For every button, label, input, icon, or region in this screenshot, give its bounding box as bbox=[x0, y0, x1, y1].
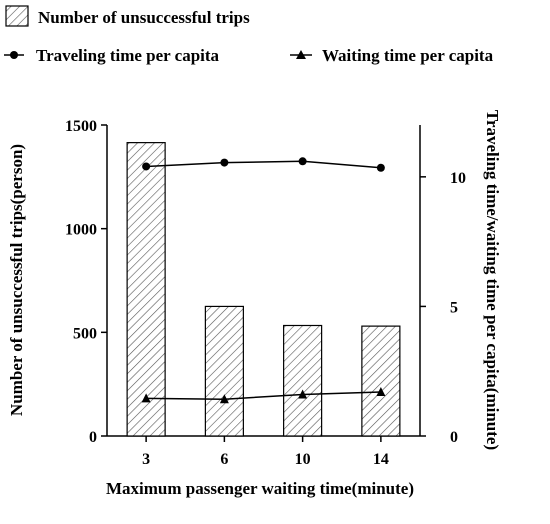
legend-marker-triangle bbox=[296, 50, 306, 59]
left-tick-label: 0 bbox=[89, 429, 97, 446]
bar bbox=[283, 324, 323, 437]
traveling-time-point bbox=[298, 157, 307, 166]
legend-swatch-bar bbox=[5, 5, 29, 27]
x-axis-ticks: 3 6 10 14 bbox=[142, 436, 389, 468]
legend-label-bar: Number of unsuccessful trips bbox=[38, 8, 250, 27]
waiting-time-line bbox=[146, 391, 381, 400]
traveling-time-point bbox=[142, 162, 151, 171]
waiting-time-point bbox=[219, 394, 229, 404]
legend-label-waiting: Waiting time per capita bbox=[322, 46, 494, 65]
right-axis-ticks: 0 5 10 bbox=[420, 170, 466, 446]
x-axis-title: Maximum passenger waiting time(minute) bbox=[106, 479, 414, 498]
x-tick-label: 3 bbox=[142, 451, 150, 468]
legend-label-traveling: Traveling time per capita bbox=[36, 46, 220, 65]
traveling-time-line bbox=[146, 160, 381, 169]
left-tick-label: 1000 bbox=[65, 222, 97, 239]
waiting-time-point bbox=[376, 386, 386, 396]
right-axis-title: Traveling time/waiting time per capita(m… bbox=[483, 110, 502, 450]
left-tick-label: 500 bbox=[73, 325, 97, 342]
bar-series bbox=[126, 142, 401, 437]
line-series bbox=[141, 157, 386, 404]
left-axis-ticks: 0 500 1000 1500 bbox=[65, 118, 107, 446]
legend: Number of unsuccessful trips Traveling t… bbox=[4, 5, 494, 65]
bar bbox=[204, 305, 244, 437]
waiting-time-point bbox=[298, 389, 308, 399]
waiting-time-point bbox=[141, 393, 151, 403]
right-tick-label: 10 bbox=[450, 170, 466, 187]
left-axis-title: Number of unsuccessful trips(person) bbox=[7, 144, 26, 416]
x-tick-label: 14 bbox=[373, 451, 389, 468]
right-tick-label: 5 bbox=[450, 299, 458, 316]
right-tick-label: 0 bbox=[450, 429, 458, 446]
left-tick-label: 1500 bbox=[65, 118, 97, 135]
bar bbox=[126, 142, 166, 437]
bar bbox=[361, 325, 401, 437]
traveling-time-point bbox=[376, 163, 385, 172]
legend-marker-circle bbox=[10, 51, 18, 59]
traveling-time-point bbox=[220, 158, 229, 167]
x-tick-label: 6 bbox=[220, 451, 228, 468]
x-tick-label: 10 bbox=[295, 451, 311, 468]
